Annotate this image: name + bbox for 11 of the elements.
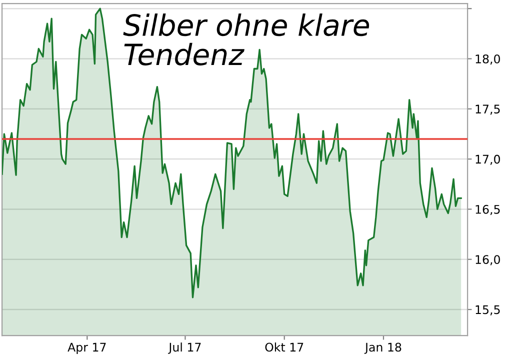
text: Silber ohne klare Tendenz [123,14,370,66]
x-tick-label: Jan 18 [364,342,402,354]
x-tick-label: Okt 17 [265,342,304,352]
y-tick-label: 17,0 [476,154,500,165]
y-tick-label: 18,0 [476,54,500,65]
y-tick-label: 17,5 [476,104,500,115]
x-tick-label: Jul 17 [168,342,201,354]
y-tick-label: 15,5 [476,305,500,316]
x-tick-label: Apr 17 [68,342,106,354]
y-tick-label: 16,5 [476,204,500,216]
y-tick-label: 16,0 [476,255,500,266]
